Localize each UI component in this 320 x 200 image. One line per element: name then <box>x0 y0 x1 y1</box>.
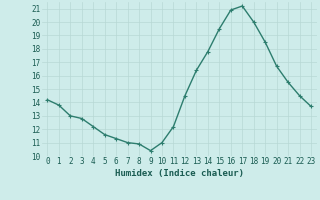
X-axis label: Humidex (Indice chaleur): Humidex (Indice chaleur) <box>115 169 244 178</box>
